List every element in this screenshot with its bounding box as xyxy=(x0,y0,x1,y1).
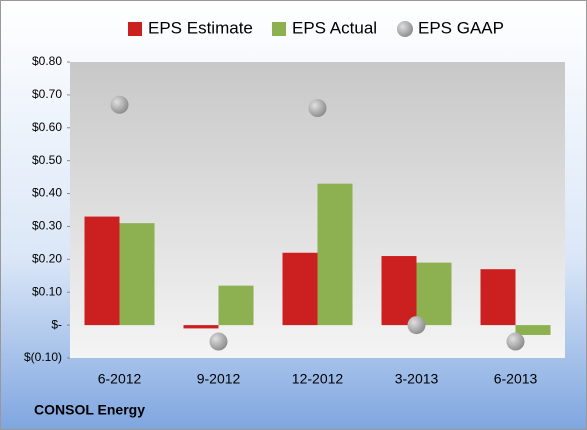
legend-label: EPS Estimate xyxy=(148,18,253,37)
bar xyxy=(317,183,353,326)
y-tick-label: $0.30 xyxy=(32,219,62,233)
y-tick-label: $- xyxy=(51,317,62,331)
bar xyxy=(416,262,452,326)
y-tick-label: $0.10 xyxy=(32,284,62,298)
x-tick-label: 9-2012 xyxy=(197,371,241,387)
bar xyxy=(282,252,318,326)
y-tick-label: $0.20 xyxy=(32,252,62,266)
bar xyxy=(381,256,417,326)
x-tick-label: 12-2012 xyxy=(292,371,344,387)
legend-label: EPS Actual xyxy=(292,18,377,37)
gaap-dot xyxy=(209,332,228,351)
gaap-dot xyxy=(110,95,129,114)
bar xyxy=(183,325,219,329)
y-tick-label: $0.40 xyxy=(32,186,62,200)
bar xyxy=(515,325,551,335)
x-tick-label: 3-2013 xyxy=(395,371,439,387)
y-tick-label: $0.60 xyxy=(32,120,62,134)
legend-label: EPS GAAP xyxy=(418,18,504,37)
legend-marker xyxy=(397,21,413,37)
legend-marker xyxy=(272,22,286,36)
bar xyxy=(480,269,516,326)
y-tick-label: $0.50 xyxy=(32,153,62,167)
x-tick-label: 6-2013 xyxy=(494,371,538,387)
y-tick-label: $0.70 xyxy=(32,87,62,101)
y-tick-label: $0.80 xyxy=(32,54,62,68)
bar xyxy=(84,216,120,326)
x-tick-label: 6-2012 xyxy=(98,371,142,387)
gaap-dot xyxy=(407,316,426,335)
bar xyxy=(218,285,254,326)
bar xyxy=(119,223,155,326)
legend-marker xyxy=(128,22,142,36)
footer: CONSOL Energy xyxy=(34,402,145,418)
y-tick-label: $(0.10) xyxy=(24,350,62,364)
gaap-dot xyxy=(308,99,327,118)
gaap-dot xyxy=(506,332,525,351)
